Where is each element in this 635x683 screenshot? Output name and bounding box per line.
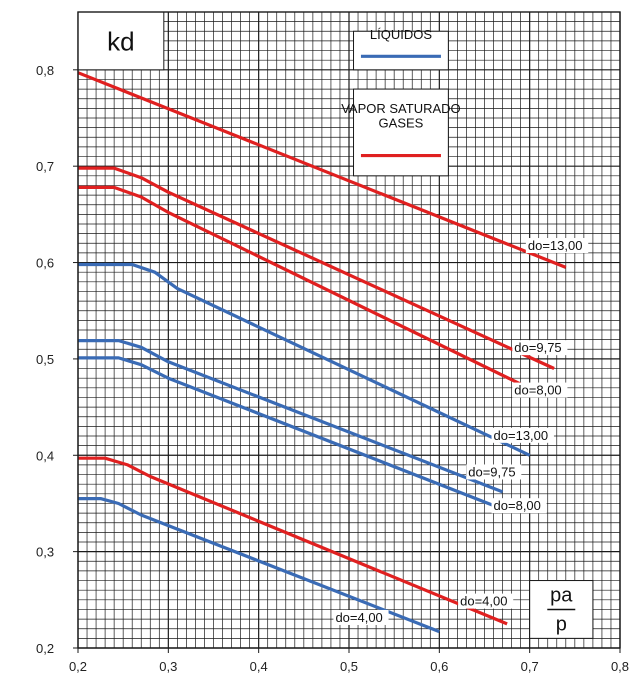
label-boxes [77, 11, 594, 639]
curve-label: do=4,00 [460, 594, 507, 609]
legend-liquidos-label: LÍQUIDOS [370, 27, 432, 42]
curve-label-bg [491, 498, 547, 514]
series-line-liquidos-do-9-75 [78, 339, 504, 494]
y-tick-label: 0,8 [36, 63, 54, 78]
y-tick-label: 0,4 [36, 448, 54, 463]
y-axis-title: kd [107, 27, 134, 57]
curve-label: do=13,00 [528, 238, 583, 253]
curve-label-bg [491, 427, 554, 443]
curve-label-bg [525, 238, 589, 254]
series-line-liquidos-do-8-00 [78, 356, 499, 509]
curve-label: do=9,75 [514, 340, 561, 355]
legend-gases-label: VAPOR SATURADO [341, 101, 460, 116]
chart-series [77, 71, 567, 634]
series-line-gases-do-8-00 [78, 185, 535, 393]
x-tick-label: 0,5 [340, 659, 358, 674]
x-tick-label: 0,8 [611, 659, 629, 674]
curve-label-bg [458, 593, 514, 609]
series-line-gases-do-9-75 [78, 166, 555, 370]
x-tick-label: 0,2 [69, 659, 87, 674]
curve-label: do=4,00 [335, 610, 382, 625]
curve-label-bg [466, 464, 522, 480]
curve-label: do=9,75 [468, 464, 515, 479]
series-line-liquidos-do-4-00 [78, 497, 440, 634]
legend-gases-label-2: GASES [379, 116, 424, 131]
y-tick-label: 0,7 [36, 159, 54, 174]
y-tick-label: 0,6 [36, 256, 54, 271]
curve-label-bg [512, 382, 568, 398]
x-axis-title-numerator: pa [550, 585, 573, 607]
x-tick-label: 0,3 [159, 659, 177, 674]
legend-gases-box [353, 88, 449, 177]
series-line-gases-do-4-00 [78, 456, 508, 626]
curve-label-bg [512, 340, 568, 356]
y-tick-label: 0,2 [36, 641, 54, 656]
x-axis-title-denominator: p [556, 614, 567, 636]
y-tick-label: 0,5 [36, 352, 54, 367]
series-line-gases-do-13-00 [77, 71, 567, 269]
legend-liquidos-box [353, 30, 449, 71]
x-tick-label: 0,6 [430, 659, 448, 674]
x-tick-label: 0,4 [250, 659, 268, 674]
x-tick-label: 0,7 [521, 659, 539, 674]
chart-axes: 0,2 0,3 0,4 0,5 0,6 0,7 0,8 0,2 0,3 0,4 0,5 0,6 0,7 0… [36, 11, 629, 674]
curve-label: do=8,00 [494, 498, 541, 513]
curve-label-bg [333, 609, 389, 625]
curve-label: do=13,00 [494, 428, 549, 443]
series-line-liquidos-do-13-00 [78, 262, 531, 457]
curve-label: do=8,00 [514, 383, 561, 398]
kd-box [77, 11, 165, 71]
y-tick-label: 0,3 [36, 545, 54, 560]
